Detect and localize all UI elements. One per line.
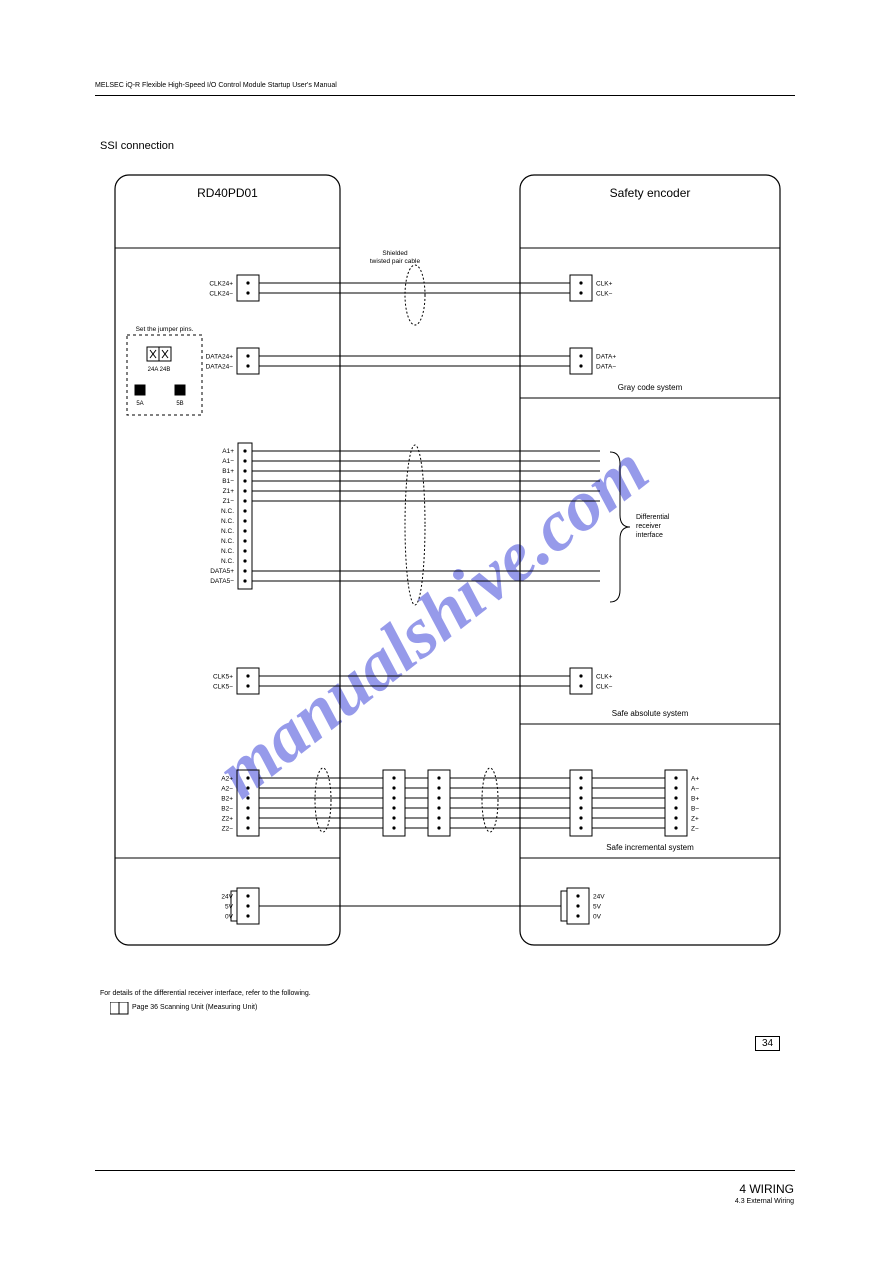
page-number: 34 xyxy=(755,1036,780,1051)
svg-text:DATA24−: DATA24− xyxy=(206,364,234,371)
footer-sub: 4.3 External Wiring xyxy=(735,1198,794,1205)
svg-text:5V: 5V xyxy=(225,904,234,911)
svg-text:DATA+: DATA+ xyxy=(596,354,616,361)
svg-text:Z−: Z− xyxy=(691,826,699,833)
svg-text:DATA5−: DATA5− xyxy=(210,578,234,585)
svg-text:DATA−: DATA− xyxy=(596,364,616,371)
svg-text:Set the jumper pins.: Set the jumper pins. xyxy=(136,326,194,333)
svg-text:receiver: receiver xyxy=(636,523,662,530)
svg-text:DATA5+: DATA5+ xyxy=(210,568,234,575)
svg-text:CLK24−: CLK24− xyxy=(209,291,233,298)
svg-text:Shielded: Shielded xyxy=(382,250,408,257)
svg-text:24B: 24B xyxy=(160,367,171,373)
svg-text:CLK−: CLK− xyxy=(596,291,613,298)
svg-text:CLK24+: CLK24+ xyxy=(209,281,233,288)
page: MELSEC iQ-R Flexible High-Speed I/O Cont… xyxy=(0,0,894,1263)
svg-text:Safe incremental system: Safe incremental system xyxy=(606,843,694,852)
svg-text:A2−: A2− xyxy=(221,786,233,793)
svg-text:24V: 24V xyxy=(593,894,605,901)
svg-text:Z1+: Z1+ xyxy=(223,488,235,495)
svg-text:A−: A− xyxy=(691,786,699,793)
svg-text:B1+: B1+ xyxy=(222,468,234,475)
footnote-text: For details of the differential receiver… xyxy=(100,990,311,997)
svg-text:24V: 24V xyxy=(221,894,233,901)
svg-text:twisted pair cable: twisted pair cable xyxy=(370,258,421,265)
svg-text:Z2−: Z2− xyxy=(222,826,234,833)
svg-text:A1+: A1+ xyxy=(222,448,234,455)
svg-text:Gray code system: Gray code system xyxy=(618,383,683,392)
svg-text:RD40PD01: RD40PD01 xyxy=(197,186,258,200)
svg-text:A1−: A1− xyxy=(222,458,234,465)
footnote-page: Page 36 Scanning Unit (Measuring Unit) xyxy=(132,1004,257,1011)
svg-text:B2−: B2− xyxy=(221,806,233,813)
svg-text:Safety encoder: Safety encoder xyxy=(610,186,691,200)
svg-text:B−: B− xyxy=(691,806,699,813)
svg-text:DATA24+: DATA24+ xyxy=(206,354,234,361)
svg-text:0V: 0V xyxy=(225,914,234,921)
svg-text:N.C.: N.C. xyxy=(221,538,234,545)
svg-text:CLK5−: CLK5− xyxy=(213,684,233,691)
svg-text:N.C.: N.C. xyxy=(221,558,234,565)
svg-text:B1−: B1− xyxy=(222,478,234,485)
svg-text:A2+: A2+ xyxy=(221,776,233,783)
footer-chapter: 4 WIRING xyxy=(739,1182,794,1196)
book-icon xyxy=(110,1002,130,1016)
svg-text:N.C.: N.C. xyxy=(221,518,234,525)
svg-text:interface: interface xyxy=(636,532,663,539)
svg-text:0V: 0V xyxy=(593,914,602,921)
svg-text:CLK−: CLK− xyxy=(596,684,613,691)
svg-text:5A: 5A xyxy=(136,401,143,407)
svg-text:24A: 24A xyxy=(148,367,159,373)
svg-text:5B: 5B xyxy=(176,401,183,407)
svg-text:B2+: B2+ xyxy=(221,796,233,803)
svg-text:N.C.: N.C. xyxy=(221,528,234,535)
svg-text:Z+: Z+ xyxy=(691,816,699,823)
svg-text:5V: 5V xyxy=(593,904,602,911)
svg-text:CLK+: CLK+ xyxy=(596,281,613,288)
svg-text:N.C.: N.C. xyxy=(221,508,234,515)
svg-text:CLK+: CLK+ xyxy=(596,674,613,681)
svg-text:CLK5+: CLK5+ xyxy=(213,674,233,681)
svg-text:A+: A+ xyxy=(691,776,699,783)
svg-text:B+: B+ xyxy=(691,796,699,803)
svg-text:Safe absolute system: Safe absolute system xyxy=(612,709,689,718)
svg-text:Z2+: Z2+ xyxy=(222,816,234,823)
svg-text:Differential: Differential xyxy=(636,514,670,521)
svg-text:Z1−: Z1− xyxy=(223,498,235,505)
svg-text:N.C.: N.C. xyxy=(221,548,234,555)
wiring-diagram: RD40PD01 Safety encoder Gray code system Sa… xyxy=(0,0,894,1263)
